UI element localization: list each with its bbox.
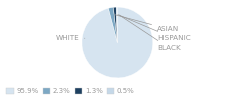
Legend: 95.9%, 2.3%, 1.3%, 0.5%: 95.9%, 2.3%, 1.3%, 0.5% xyxy=(3,85,138,97)
Text: HISPANIC: HISPANIC xyxy=(118,15,191,41)
Text: BLACK: BLACK xyxy=(119,15,181,51)
Text: ASIAN: ASIAN xyxy=(115,15,179,32)
Wedge shape xyxy=(116,7,117,42)
Wedge shape xyxy=(82,7,153,78)
Wedge shape xyxy=(113,7,117,42)
Text: WHITE: WHITE xyxy=(55,35,85,41)
Wedge shape xyxy=(108,7,117,42)
